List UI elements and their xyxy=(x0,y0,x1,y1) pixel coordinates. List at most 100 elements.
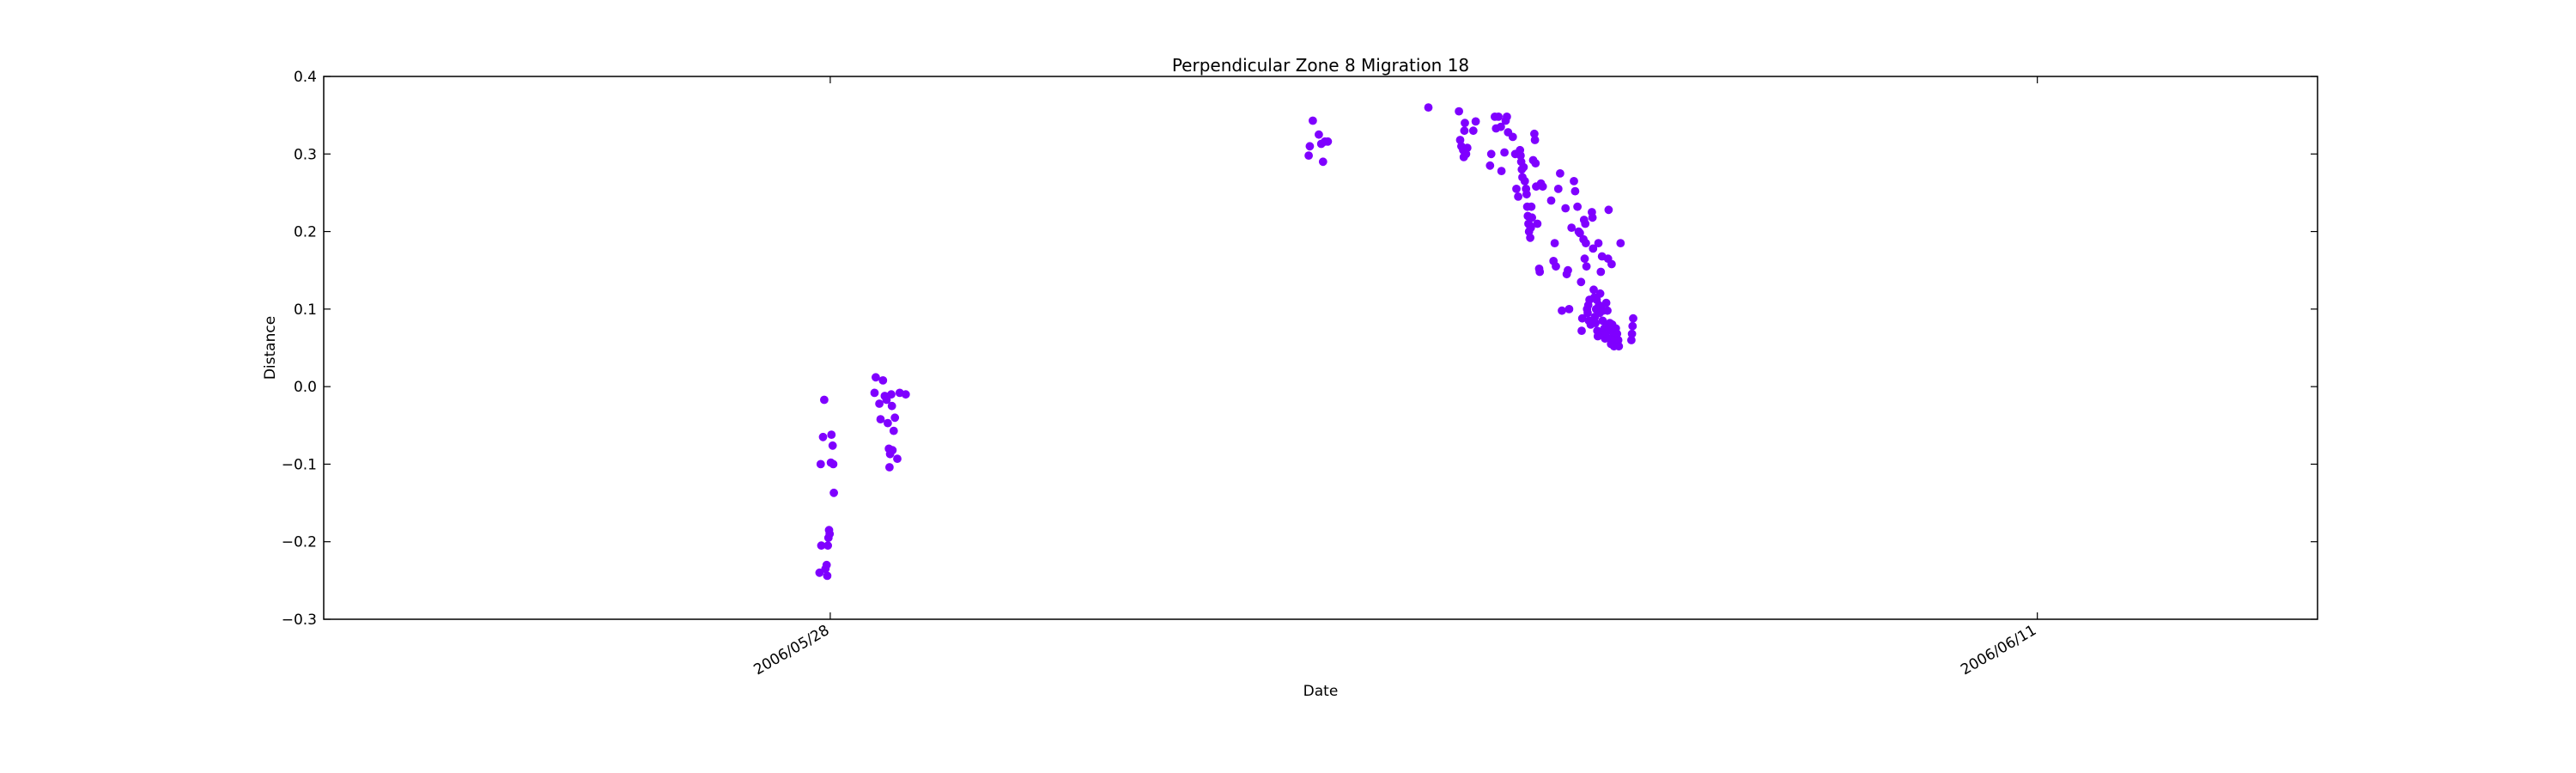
data-point xyxy=(888,446,897,455)
data-point xyxy=(1550,239,1559,248)
points-layer xyxy=(815,103,1637,581)
data-point xyxy=(1607,259,1616,269)
data-point xyxy=(1564,304,1574,313)
plot-frame xyxy=(323,76,2318,620)
data-point xyxy=(1519,162,1528,172)
data-point xyxy=(1604,205,1613,215)
data-point xyxy=(1315,130,1323,139)
data-point xyxy=(1461,119,1469,128)
data-point xyxy=(1323,137,1333,146)
data-point xyxy=(1588,213,1597,222)
data-point xyxy=(1629,313,1637,323)
data-point xyxy=(889,426,898,435)
data-point xyxy=(1424,103,1433,112)
data-point xyxy=(1520,176,1529,186)
data-point xyxy=(878,375,888,385)
data-point xyxy=(875,399,884,408)
data-point xyxy=(1318,157,1327,167)
data-point xyxy=(1462,143,1472,153)
data-point xyxy=(1535,267,1545,277)
data-point xyxy=(827,430,836,440)
data-point xyxy=(887,390,896,399)
data-point xyxy=(816,460,825,469)
data-point xyxy=(1603,306,1612,315)
data-point xyxy=(1471,117,1480,126)
data-point xyxy=(1595,289,1605,298)
data-point xyxy=(1561,204,1571,213)
data-point xyxy=(1514,192,1522,201)
data-point xyxy=(1577,326,1586,336)
data-point xyxy=(1527,202,1536,211)
data-point xyxy=(1571,186,1580,196)
data-point xyxy=(1508,132,1517,142)
data-point xyxy=(901,390,910,399)
data-point xyxy=(1567,223,1577,233)
data-point xyxy=(1581,219,1590,228)
data-point xyxy=(1309,116,1317,125)
data-point xyxy=(1538,182,1547,192)
data-point xyxy=(1582,239,1590,248)
x-axis-label: Date xyxy=(1303,683,1339,700)
data-point xyxy=(1558,306,1566,315)
data-point xyxy=(1577,277,1586,287)
data-point xyxy=(1468,126,1478,136)
y-tick-label: −0.1 xyxy=(282,456,317,473)
y-tick-label: 0.1 xyxy=(294,301,317,319)
y-tick-label: −0.2 xyxy=(282,534,317,551)
data-point xyxy=(893,454,902,463)
data-point xyxy=(885,463,894,472)
data-point xyxy=(1500,148,1509,157)
data-point xyxy=(1494,112,1503,121)
data-point xyxy=(1627,329,1637,338)
data-point xyxy=(1576,228,1584,238)
data-point xyxy=(1486,149,1496,159)
data-point xyxy=(1512,184,1521,193)
data-point xyxy=(1570,176,1578,186)
data-point xyxy=(815,568,824,577)
data-point xyxy=(1582,262,1591,271)
data-point xyxy=(890,413,900,423)
data-point xyxy=(829,460,838,469)
data-point xyxy=(1589,244,1598,253)
data-point xyxy=(829,488,838,497)
data-point xyxy=(1533,219,1542,228)
data-point xyxy=(1304,151,1313,161)
data-point xyxy=(1614,342,1624,351)
y-tick-label: 0.0 xyxy=(294,379,317,396)
y-tick-label: 0.2 xyxy=(294,224,317,241)
data-point xyxy=(1580,254,1589,264)
data-point xyxy=(1546,196,1556,205)
y-tick-label: 0.4 xyxy=(294,69,317,86)
data-point xyxy=(820,395,829,405)
data-point xyxy=(1485,161,1495,170)
data-point xyxy=(1497,167,1506,176)
data-point xyxy=(1455,107,1463,116)
data-point xyxy=(1528,213,1536,222)
data-point xyxy=(870,388,879,398)
data-point xyxy=(1573,202,1582,211)
data-point xyxy=(882,395,891,405)
data-point xyxy=(1553,184,1563,193)
data-point xyxy=(1531,159,1540,168)
data-point xyxy=(823,541,832,551)
data-point xyxy=(876,415,885,424)
data-point xyxy=(822,560,831,569)
data-point xyxy=(1601,298,1611,307)
data-point xyxy=(884,418,892,428)
data-point xyxy=(1616,239,1625,248)
data-point xyxy=(1305,142,1315,151)
data-point xyxy=(1583,308,1592,318)
chart-title: Perpendicular Zone 8 Migration 18 xyxy=(1172,55,1469,76)
data-point xyxy=(1594,239,1603,248)
data-point xyxy=(823,571,832,581)
data-point xyxy=(1596,267,1606,277)
data-point xyxy=(1530,136,1540,144)
data-point xyxy=(1526,233,1534,242)
data-point xyxy=(828,441,837,450)
y-tick-label: −0.3 xyxy=(282,612,317,629)
data-point xyxy=(1503,112,1511,121)
data-point xyxy=(1522,190,1531,199)
data-point xyxy=(1497,122,1505,131)
data-point xyxy=(1526,223,1535,233)
